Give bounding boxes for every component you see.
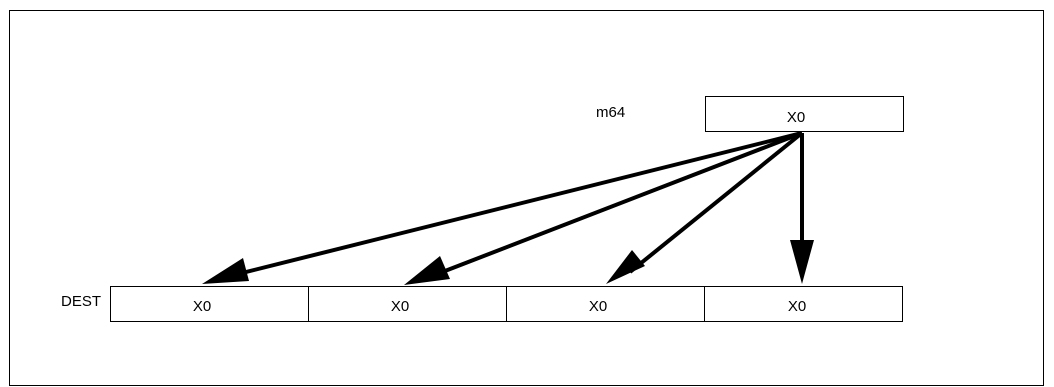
dest-cell-3 xyxy=(704,286,903,322)
arrow-head-2 xyxy=(606,250,645,284)
arrow-line-2 xyxy=(628,131,804,274)
dest-cell-2-text: X0 xyxy=(589,298,607,315)
arrow-heads xyxy=(202,240,814,285)
diagram-frame xyxy=(9,10,1044,386)
arrow-head-1 xyxy=(404,256,450,285)
arrow-head-0 xyxy=(202,258,249,284)
broadcast-arrows xyxy=(229,131,804,278)
arrow-line-1 xyxy=(431,131,803,278)
dest-cell-0-text: X0 xyxy=(193,298,211,315)
arrow-head-3 xyxy=(790,240,814,284)
dest-label: DEST xyxy=(61,293,101,310)
dest-register: X0 X0 X0 X0 xyxy=(110,286,903,322)
arrow-line-0 xyxy=(229,131,803,278)
source-cell-text: X0 xyxy=(787,109,805,126)
dest-cell-1-text: X0 xyxy=(391,298,409,315)
dest-cell-1 xyxy=(308,286,507,322)
dest-cell-3-text: X0 xyxy=(788,298,806,315)
source-cell xyxy=(705,96,904,132)
dest-cell-0 xyxy=(110,286,309,322)
source-label: m64 xyxy=(596,104,625,121)
